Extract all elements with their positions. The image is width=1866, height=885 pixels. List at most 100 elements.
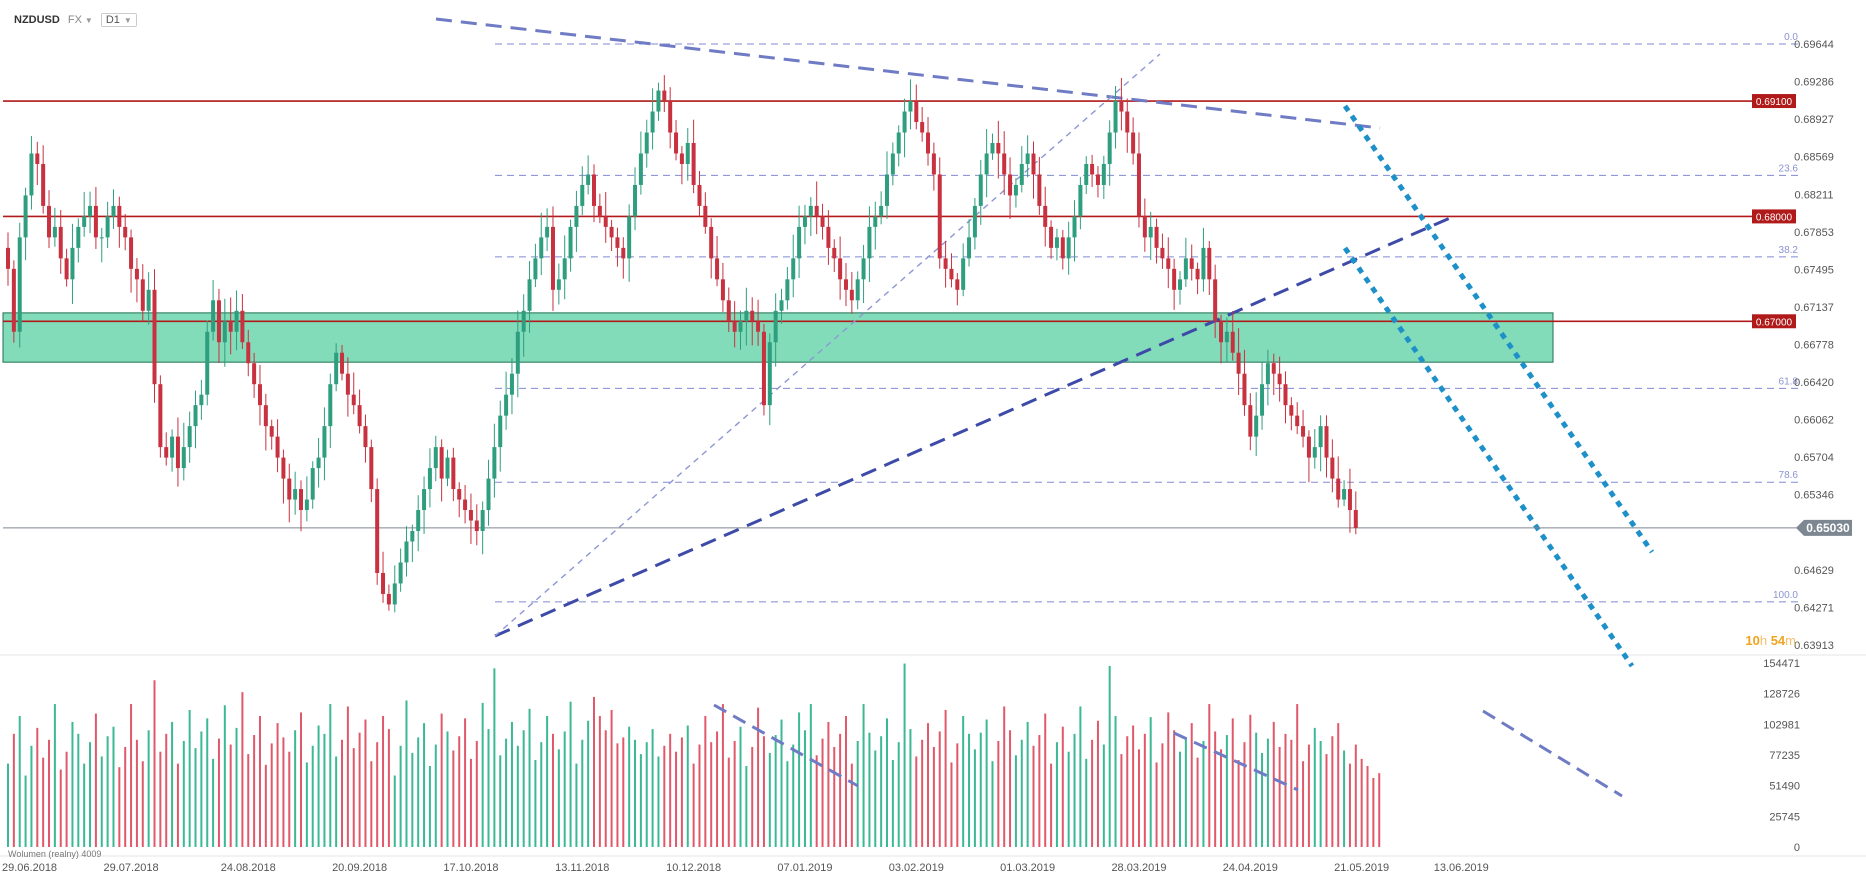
candle — [562, 235, 567, 300]
volume-bar — [745, 766, 748, 847]
volume-bar — [675, 751, 678, 847]
candle — [1178, 271, 1182, 305]
volume-bar — [856, 740, 859, 847]
candle — [779, 288, 784, 324]
candle-body — [158, 384, 163, 448]
candle — [902, 98, 907, 158]
candle — [1342, 480, 1347, 507]
candle — [445, 449, 450, 487]
volume-bar — [18, 715, 21, 847]
date-tick-label: 17.10.2018 — [443, 862, 498, 874]
candle — [638, 131, 643, 195]
candle-body — [1195, 268, 1200, 280]
volume-tick-label: 77235 — [1769, 750, 1800, 762]
candle — [920, 106, 925, 142]
candle-body — [1271, 363, 1276, 374]
volume-bar — [1360, 758, 1363, 847]
candle-body — [269, 426, 274, 437]
volume-bar — [71, 721, 74, 847]
candle-body — [1107, 132, 1112, 164]
candle-body — [1347, 489, 1352, 511]
volume-bar — [962, 715, 965, 847]
volume-bar — [569, 701, 572, 847]
volume-bar — [1255, 732, 1258, 847]
candle — [357, 389, 362, 434]
volume-bar — [36, 727, 39, 847]
candle-body — [1072, 216, 1077, 238]
candle-body — [926, 132, 931, 154]
candle — [17, 222, 22, 348]
volume-tick-label: 51490 — [1769, 781, 1800, 793]
candle — [1113, 86, 1118, 149]
volume-bar — [1137, 749, 1140, 847]
candle — [627, 204, 632, 282]
market-selector[interactable]: FX ▼ — [68, 14, 93, 26]
candle-body — [23, 195, 28, 238]
candle-body — [527, 279, 532, 311]
candle-body — [1312, 447, 1317, 458]
candle — [1066, 221, 1071, 275]
candle-body — [504, 394, 509, 416]
volume-bar — [622, 737, 625, 847]
candle-body — [152, 289, 157, 385]
volume-bar — [844, 715, 847, 847]
volume-bar — [522, 730, 525, 847]
volume-bar — [686, 725, 689, 847]
volume-bar — [1091, 739, 1094, 847]
volume-bar — [130, 704, 133, 847]
volume-bar — [1296, 704, 1299, 847]
symbol-label[interactable]: NZDUSD — [14, 14, 60, 26]
volume-bar — [1325, 754, 1328, 847]
candle-body — [357, 405, 362, 427]
candle-body — [263, 405, 268, 427]
volume-bar — [528, 708, 531, 847]
volume-bar — [997, 740, 1000, 847]
volume-bar — [909, 729, 912, 847]
candle — [609, 219, 614, 252]
price-tick-label: 0.67137 — [1794, 302, 1834, 314]
date-tick-label: 13.11.2018 — [555, 862, 609, 874]
candle — [234, 290, 239, 351]
candle — [416, 495, 421, 552]
volume-bar — [106, 736, 109, 847]
volume-bar — [868, 732, 871, 847]
candle — [972, 197, 977, 250]
price-tick-label: 0.63913 — [1794, 640, 1834, 652]
candle — [158, 375, 163, 458]
candle-body — [1189, 258, 1194, 269]
volume-bar — [288, 751, 291, 847]
volume-bar — [1020, 739, 1023, 847]
timeframe-selector[interactable]: D1 ▼ — [100, 13, 137, 27]
channel-lower-line — [1342, 246, 1635, 668]
candle-body — [650, 111, 655, 133]
candle — [896, 125, 901, 167]
volume-bar — [399, 745, 402, 847]
level-badge-label: 0.67000 — [1756, 317, 1793, 328]
candle-body — [70, 247, 75, 280]
volume-bar — [1179, 751, 1181, 847]
volume-bar — [751, 746, 754, 847]
volume-trendline — [713, 703, 859, 788]
volume-bar — [276, 723, 279, 847]
candle-body — [52, 226, 57, 238]
volume-bar — [311, 745, 314, 847]
candle — [363, 414, 368, 463]
volume-bar — [165, 733, 168, 847]
volume-bar — [1372, 777, 1375, 847]
volume-bar — [317, 725, 320, 847]
candle-body — [334, 352, 339, 385]
candle — [1166, 237, 1171, 289]
candle-body — [791, 258, 796, 280]
candle — [6, 232, 10, 286]
candle-body — [363, 426, 368, 448]
candle — [556, 263, 561, 305]
candle-body — [861, 258, 866, 280]
volume-bar — [7, 763, 9, 847]
volume-bar — [323, 733, 326, 847]
candle-body — [164, 447, 169, 458]
volume-indicator-label[interactable]: Wolumen (realny) 4009 — [8, 849, 102, 859]
date-tick-label: 03.02.2019 — [889, 862, 944, 874]
candle-body — [1353, 510, 1358, 528]
volume-bar — [1085, 758, 1088, 847]
